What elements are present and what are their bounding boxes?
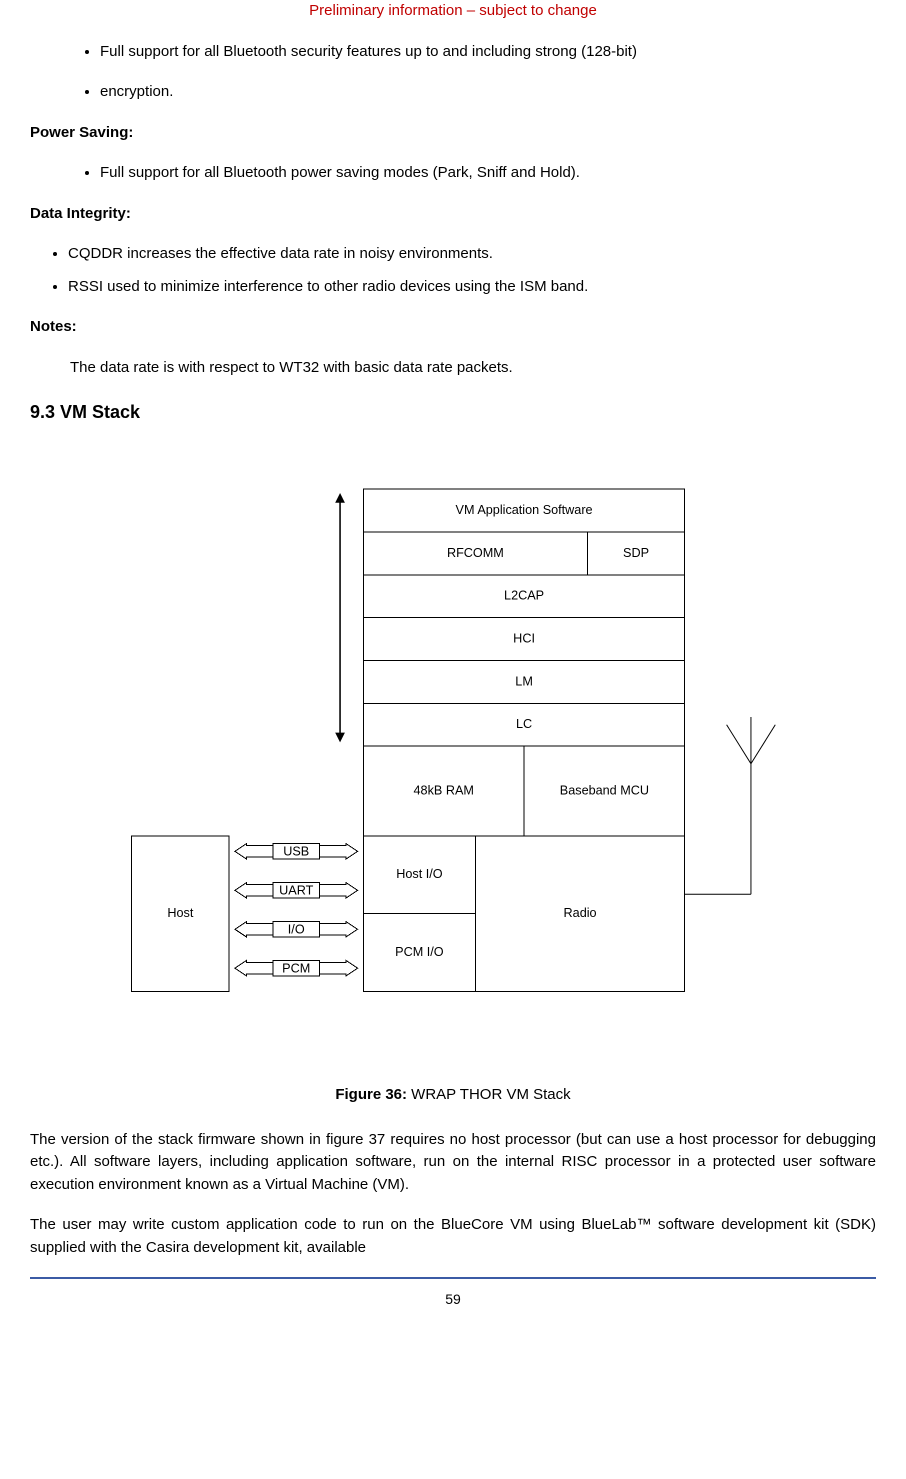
- svg-text:Host: Host: [167, 906, 193, 920]
- svg-text:Baseband MCU: Baseband MCU: [560, 783, 649, 797]
- vm-stack-diagram: VM Application Software RFCOMM SDP L2CAP HCI…: [83, 444, 823, 1064]
- footer-rule: [30, 1277, 876, 1279]
- figure-caption: Figure 36: WRAP THOR VM Stack: [30, 1084, 876, 1107]
- power-saving-list: Full support for all Bluetooth power sav…: [30, 162, 876, 185]
- svg-text:USB: USB: [283, 845, 309, 859]
- list-item: encryption.: [100, 81, 876, 104]
- svg-text:48kB RAM: 48kB RAM: [414, 783, 474, 797]
- figure-caption-number: Figure 36:: [335, 1086, 407, 1103]
- svg-text:LM: LM: [515, 674, 533, 688]
- data-integrity-heading: Data Integrity:: [30, 203, 876, 226]
- paragraph-1: The version of the stack firmware shown …: [30, 1129, 876, 1197]
- svg-text:LC: LC: [516, 717, 532, 731]
- list-item: Full support for all Bluetooth security …: [100, 41, 876, 64]
- svg-text:SDP: SDP: [623, 546, 649, 560]
- power-saving-heading: Power Saving:: [30, 122, 876, 145]
- page-number: 59: [30, 1289, 876, 1310]
- paragraph-2: The user may write custom application co…: [30, 1214, 876, 1259]
- svg-text:RFCOMM: RFCOMM: [447, 546, 504, 560]
- svg-text:HCI: HCI: [513, 631, 535, 645]
- svg-text:PCM: PCM: [282, 962, 310, 976]
- svg-text:Host I/O: Host I/O: [396, 867, 443, 881]
- svg-text:UART: UART: [279, 884, 313, 898]
- top-bullet-list: Full support for all Bluetooth security …: [30, 41, 876, 104]
- svg-text:L2CAP: L2CAP: [504, 589, 544, 603]
- svg-text:I/O: I/O: [288, 923, 305, 937]
- notes-body: The data rate is with respect to WT32 wi…: [70, 357, 876, 380]
- notes-heading: Notes:: [30, 316, 876, 339]
- section-heading: 9.3 VM Stack: [30, 399, 876, 426]
- vm-stack-diagram-wrap: VM Application Software RFCOMM SDP L2CAP HCI…: [30, 444, 876, 1064]
- svg-text:VM Application Software: VM Application Software: [456, 503, 593, 517]
- svg-text:Radio: Radio: [564, 906, 597, 920]
- list-item: CQDDR increases the effective data rate …: [68, 243, 876, 266]
- data-integrity-list: CQDDR increases the effective data rate …: [30, 243, 876, 298]
- figure-caption-text: WRAP THOR VM Stack: [407, 1086, 571, 1103]
- header-notice: Preliminary information – subject to cha…: [30, 0, 876, 23]
- list-item: RSSI used to minimize interference to ot…: [68, 276, 876, 299]
- svg-text:PCM I/O: PCM I/O: [395, 945, 444, 959]
- list-item: Full support for all Bluetooth power sav…: [100, 162, 876, 185]
